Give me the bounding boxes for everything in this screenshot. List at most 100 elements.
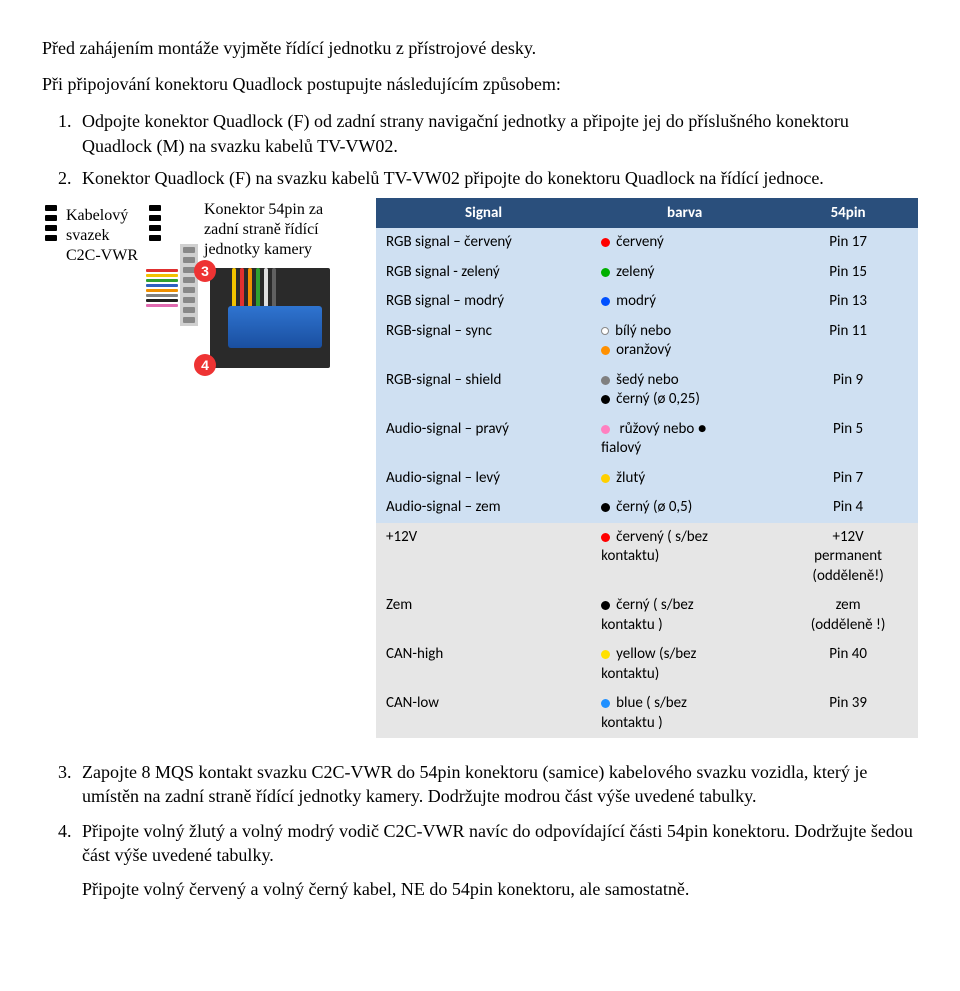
steps-12: Odpojte konektor Quadlock (F) od zadní s… (42, 109, 918, 190)
color-text: černý (ø 0,25) (616, 390, 700, 408)
cell-signal: CAN-high (376, 640, 591, 689)
marker-4: 4 (194, 354, 216, 376)
color-text: fialový (601, 439, 641, 457)
color-text: yellow (s/bez (616, 645, 696, 663)
table-row: RGB-signal – shieldšedý nebočerný (ø 0,2… (376, 366, 918, 415)
step-4: Připojte volný žlutý a volný modrý vodič… (76, 819, 918, 868)
harness-wires (146, 263, 178, 307)
cell-pin: +12Vpermanent(odděleně!) (778, 523, 918, 592)
intro-text: Před zahájením montáže vyjměte řídící je… (42, 36, 918, 60)
step-1: Odpojte konektor Quadlock (F) od zadní s… (76, 109, 918, 158)
color-dot (601, 601, 610, 610)
cell-signal: RGB signal – červený (376, 228, 591, 258)
color-dot (601, 376, 610, 385)
color-text: červený (616, 233, 664, 251)
color-text: kontaktu) (601, 665, 659, 683)
table-row: RGB signal – modrýmodrýPin 13 (376, 287, 918, 317)
wire (146, 269, 178, 272)
cell-pin: Pin 11 (778, 317, 918, 366)
signal-table: Signal barva 54pin RGB signal – červený č… (376, 198, 918, 738)
connector-label: Konektor 54pin za zadní straně řídící je… (202, 198, 362, 268)
cell-pin: Pin 7 (778, 464, 918, 494)
wire (146, 304, 178, 307)
color-dot (601, 650, 610, 659)
step-2: Konektor Quadlock (F) na svazku kabelů T… (76, 166, 918, 190)
wire (146, 274, 178, 277)
wire (146, 279, 178, 282)
cell-signal: RGB signal - zelený (376, 258, 591, 288)
wire (146, 289, 178, 292)
pinblock-white-2 (146, 202, 164, 244)
wire (146, 294, 178, 297)
color-dot (601, 327, 609, 335)
step-3: Zapojte 8 MQS kontakt svazku C2C-VWR do … (76, 760, 918, 809)
color-text: červený ( s/bez (616, 528, 708, 546)
cell-signal: RGB signal – modrý (376, 287, 591, 317)
color-dot (601, 699, 610, 708)
table-header-row: Signal barva 54pin (376, 198, 918, 228)
conn-label-l2: zadní straně řídící (204, 221, 319, 238)
th-barva: barva (591, 198, 778, 228)
cell-barva: modrý (591, 287, 778, 317)
color-dot (601, 346, 610, 355)
color-text: kontaktu) (601, 547, 659, 565)
table-row: RGB signal - zelený zelený Pin 15 (376, 258, 918, 288)
table-row: Audio-signal – levýžlutýPin 7 (376, 464, 918, 494)
cell-pin: Pin 5 (778, 415, 918, 464)
color-dot (601, 533, 610, 542)
harness-label-l1: Kabelový (66, 207, 128, 224)
cell-pin: Pin 39 (778, 689, 918, 738)
color-text: blue ( s/bez (616, 694, 687, 712)
pinblock-white (42, 202, 60, 244)
cell-pin: Pin 15 (778, 258, 918, 288)
color-text: bílý nebo (615, 322, 671, 340)
wire (146, 299, 178, 302)
color-text: kontaktu ) (601, 616, 663, 634)
cell-barva: černý (ø 0,5) (591, 493, 778, 523)
table-row: Zemčerný ( s/bezkontaktu )zem(odděleně !… (376, 591, 918, 640)
cell-barva: yellow (s/bez kontaktu) (591, 640, 778, 689)
color-text: šedý nebo (616, 371, 679, 389)
color-dot (601, 395, 610, 404)
th-signal: Signal (376, 198, 591, 228)
cell-pin: Pin 17 (778, 228, 918, 258)
cell-barva: černý ( s/bezkontaktu ) (591, 591, 778, 640)
color-text: zelený (616, 263, 654, 281)
cell-barva: bílý nebooranžový (591, 317, 778, 366)
steps-34: Zapojte 8 MQS kontakt svazku C2C-VWR do … (42, 760, 918, 867)
th-pin: 54pin (778, 198, 918, 228)
cell-pin: Pin 40 (778, 640, 918, 689)
cell-signal: Audio-signal – zem (376, 493, 591, 523)
color-text: růžový nebo ● (616, 420, 707, 438)
table-row: Audio-signal – zemčerný (ø 0,5)Pin 4 (376, 493, 918, 523)
cell-barva: šedý nebočerný (ø 0,25) (591, 366, 778, 415)
cell-signal: Audio-signal – pravý (376, 415, 591, 464)
cell-signal: +12V (376, 523, 591, 592)
cell-signal: CAN-low (376, 689, 591, 738)
cell-pin: Pin 4 (778, 493, 918, 523)
color-dot (601, 268, 610, 277)
cell-barva: červený ( s/bezkontaktu) (591, 523, 778, 592)
conn-label-l1: Konektor 54pin za (204, 201, 323, 218)
cell-barva: zelený (591, 258, 778, 288)
color-dot (601, 425, 610, 434)
cell-barva: žlutý (591, 464, 778, 494)
wire (146, 284, 178, 287)
table-row: +12Včervený ( s/bezkontaktu)+12Vpermanen… (376, 523, 918, 592)
color-dot (601, 503, 610, 512)
cell-pin: zem(odděleně !) (778, 591, 918, 640)
table-row: RGB signal – červený červený Pin 17 (376, 228, 918, 258)
cell-signal: Audio-signal – levý (376, 464, 591, 494)
color-dot (601, 297, 610, 306)
harness-label-l3: C2C-VWR (66, 247, 138, 264)
final-note: Připojte volný červený a volný černý kab… (82, 877, 918, 901)
table-row: RGB-signal – syncbílý nebooranžovýPin 11 (376, 317, 918, 366)
cell-barva: růžový nebo ●fialový (591, 415, 778, 464)
cell-signal: Zem (376, 591, 591, 640)
connector-photo: 3 4 (210, 268, 330, 368)
color-dot (601, 474, 610, 483)
connector-column: Konektor 54pin za zadní straně řídící je… (202, 198, 362, 368)
table-row: Audio-signal – pravý růžový nebo ●fialov… (376, 415, 918, 464)
cell-pin: Pin 13 (778, 287, 918, 317)
color-text: oranžový (616, 341, 671, 359)
